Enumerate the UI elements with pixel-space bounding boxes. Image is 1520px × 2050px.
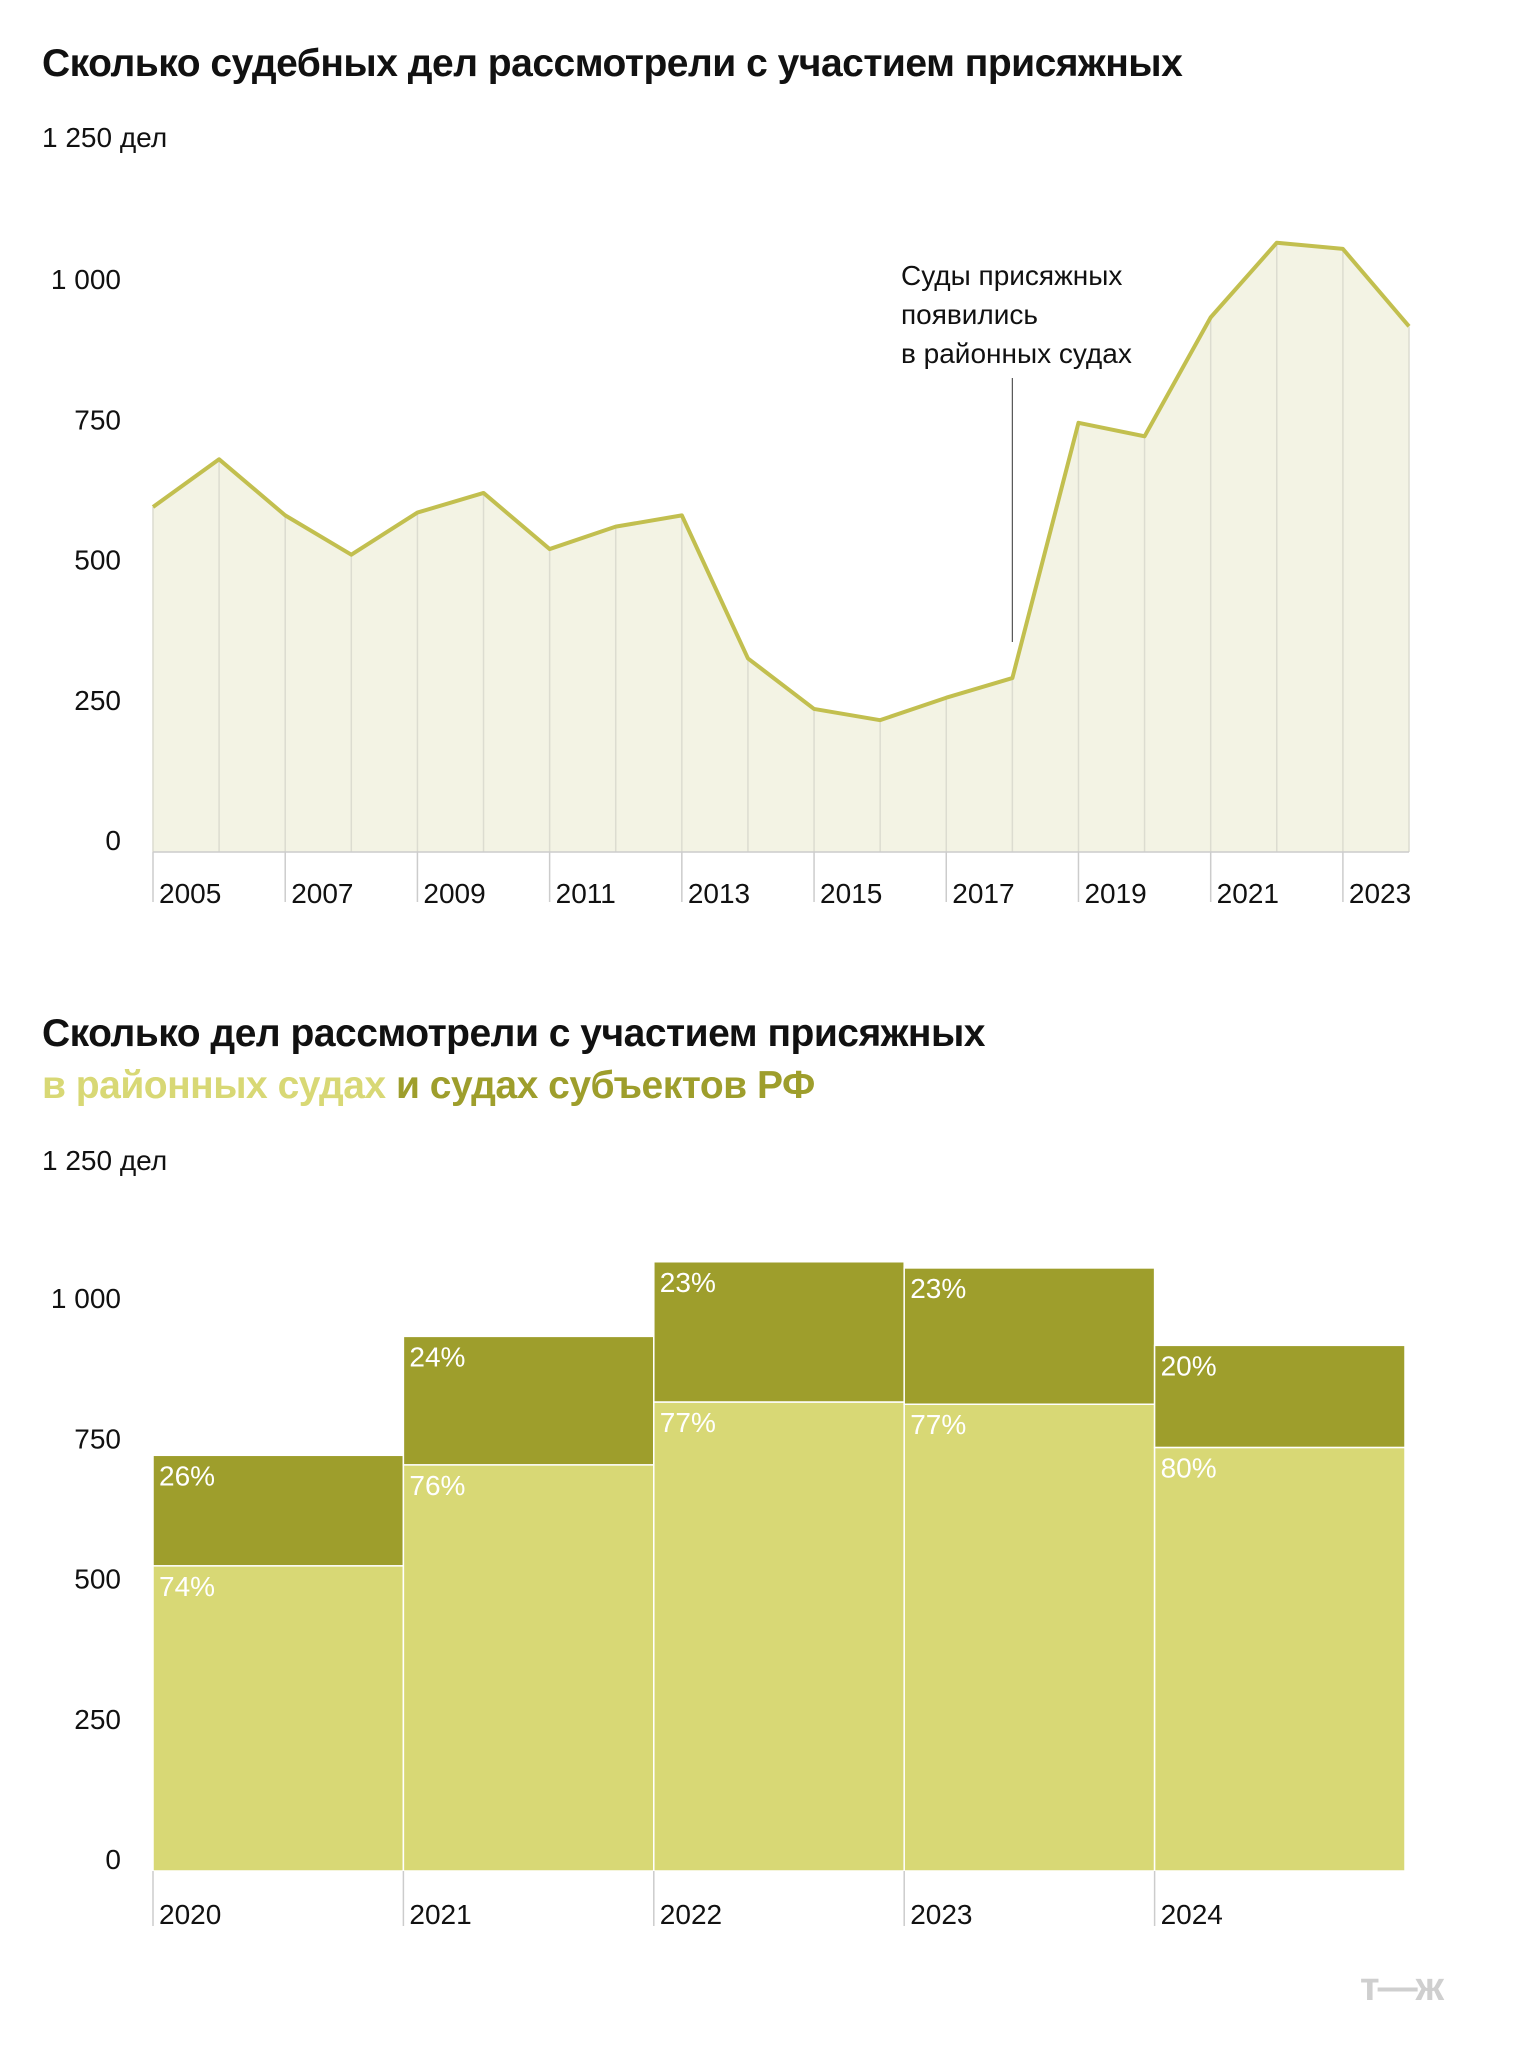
x-tick-label: 2024 bbox=[1161, 1899, 1223, 1930]
legend-district-courts: в районных судах bbox=[42, 1064, 386, 1107]
y-tick-label: 0 bbox=[105, 1844, 121, 1875]
bar-2022-district bbox=[653, 1401, 905, 1872]
y-tick-label: 1 000 bbox=[51, 1283, 121, 1314]
series-line bbox=[151, 240, 1411, 723]
bar-2021-district bbox=[402, 1464, 655, 1872]
annotation-text: появились bbox=[901, 299, 1038, 330]
x-tick-label: 2013 bbox=[688, 878, 750, 909]
bar-label: 26% bbox=[159, 1460, 215, 1491]
bar-2023-regional bbox=[903, 1267, 1156, 1405]
logo: т—ж bbox=[1360, 1965, 1444, 2009]
bar-label: 80% bbox=[1161, 1452, 1217, 1483]
bar-2024-regional bbox=[1153, 1344, 1406, 1449]
bar-2020-district bbox=[152, 1565, 405, 1872]
bar-2024-district bbox=[1153, 1446, 1406, 1872]
chart2-subtitle: в районных судах и судах субъектов РФ bbox=[42, 1062, 815, 1110]
x-tick-label: 2015 bbox=[820, 878, 882, 909]
legend-regional-courts: и судах субъектов РФ bbox=[385, 1064, 815, 1107]
y-tick-label: 0 bbox=[105, 825, 121, 856]
y-tick-label: 750 bbox=[74, 404, 121, 435]
x-tick-label: 2022 bbox=[660, 1899, 722, 1930]
x-tick-label: 2019 bbox=[1084, 878, 1146, 909]
x-tick-label: 2011 bbox=[556, 878, 616, 909]
annotation-text: Суды присяжных bbox=[901, 260, 1122, 291]
bar-label: 23% bbox=[910, 1273, 966, 1304]
bar-2021-regional bbox=[402, 1335, 655, 1466]
chart2-title: Сколько дел рассмотрели с участием прися… bbox=[42, 1012, 985, 1055]
annotation-text: в районных судах bbox=[901, 338, 1132, 369]
bar-2022-regional bbox=[653, 1261, 905, 1403]
y-tick-label: 250 bbox=[74, 1704, 121, 1735]
x-tick-label: 2020 bbox=[159, 1899, 221, 1930]
x-tick-label: 2009 bbox=[423, 878, 485, 909]
bar-label: 20% bbox=[1161, 1350, 1217, 1381]
x-tick-label: 2021 bbox=[409, 1899, 471, 1930]
bar-label: 76% bbox=[409, 1470, 465, 1501]
chart2-unit-label: 1 250 дел bbox=[42, 1145, 168, 1176]
bar-2020-regional bbox=[152, 1454, 405, 1567]
x-tick-label: 2005 bbox=[159, 878, 221, 909]
x-tick-label: 2023 bbox=[1349, 878, 1411, 909]
chart1-title: Сколько судебных дел рассмотрели с участ… bbox=[42, 42, 1183, 85]
x-tick-label: 2017 bbox=[952, 878, 1014, 909]
x-tick-label: 2007 bbox=[291, 878, 353, 909]
y-tick-label: 250 bbox=[74, 685, 121, 716]
chart1-unit-label: 1 250 дел bbox=[42, 122, 168, 153]
area-fill bbox=[153, 242, 1409, 852]
x-tick-label: 2021 bbox=[1217, 878, 1279, 909]
y-tick-label: 1 000 bbox=[51, 264, 121, 295]
bar-label: 77% bbox=[910, 1409, 966, 1440]
x-tick-label: 2023 bbox=[910, 1899, 972, 1930]
bar-label: 23% bbox=[660, 1267, 716, 1298]
bar-label: 77% bbox=[660, 1407, 716, 1438]
y-tick-label: 500 bbox=[74, 545, 121, 576]
bar-2023-district bbox=[903, 1403, 1156, 1872]
y-tick-label: 500 bbox=[74, 1564, 121, 1595]
bar-label: 24% bbox=[409, 1341, 465, 1372]
y-tick-label: 750 bbox=[74, 1423, 121, 1454]
bar-label: 74% bbox=[159, 1571, 215, 1602]
